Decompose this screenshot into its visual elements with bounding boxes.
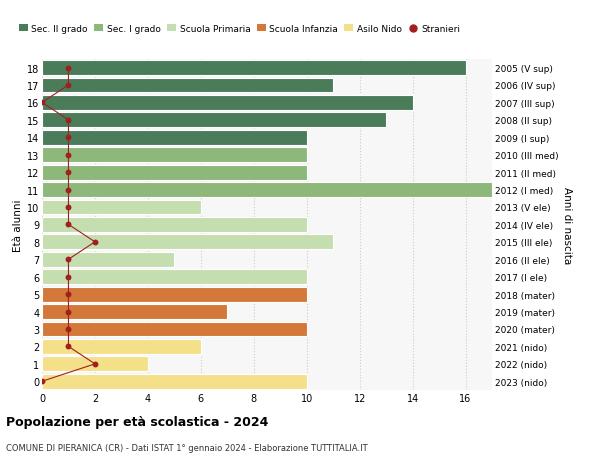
- Point: [64, 325, 73, 333]
- Legend: Sec. II grado, Sec. I grado, Scuola Primaria, Scuola Infanzia, Asilo Nido, Stran: Sec. II grado, Sec. I grado, Scuola Prim…: [15, 21, 464, 37]
- Point: [64, 204, 73, 211]
- Bar: [42, 339, 201, 354]
- Bar: [42, 270, 307, 285]
- Point: [64, 186, 73, 194]
- Bar: [42, 357, 148, 371]
- Bar: [42, 130, 307, 146]
- Y-axis label: Anni di nascita: Anni di nascita: [562, 186, 572, 263]
- Text: COMUNE DI PIERANICA (CR) - Dati ISTAT 1° gennaio 2024 - Elaborazione TUTTITALIA.: COMUNE DI PIERANICA (CR) - Dati ISTAT 1°…: [6, 443, 368, 452]
- Bar: [42, 374, 307, 389]
- Point: [64, 308, 73, 315]
- Bar: [42, 287, 307, 302]
- Point: [37, 378, 47, 385]
- Point: [64, 274, 73, 281]
- Bar: [42, 148, 307, 163]
- Point: [90, 360, 100, 368]
- Point: [64, 151, 73, 159]
- Bar: [42, 96, 413, 111]
- Bar: [42, 78, 333, 93]
- Bar: [42, 235, 333, 250]
- Bar: [42, 183, 492, 197]
- Point: [64, 221, 73, 229]
- Text: Popolazione per età scolastica - 2024: Popolazione per età scolastica - 2024: [6, 415, 268, 428]
- Y-axis label: Età alunni: Età alunni: [13, 199, 23, 251]
- Point: [64, 65, 73, 72]
- Point: [64, 343, 73, 350]
- Point: [64, 134, 73, 142]
- Bar: [42, 322, 307, 336]
- Point: [64, 291, 73, 298]
- Bar: [42, 200, 201, 215]
- Point: [64, 169, 73, 176]
- Point: [90, 239, 100, 246]
- Point: [64, 256, 73, 263]
- Bar: [42, 113, 386, 128]
- Bar: [42, 218, 307, 232]
- Point: [64, 117, 73, 124]
- Bar: [42, 252, 175, 267]
- Point: [37, 100, 47, 107]
- Point: [64, 82, 73, 90]
- Bar: [42, 61, 466, 76]
- Bar: [42, 165, 307, 180]
- Bar: [42, 304, 227, 319]
